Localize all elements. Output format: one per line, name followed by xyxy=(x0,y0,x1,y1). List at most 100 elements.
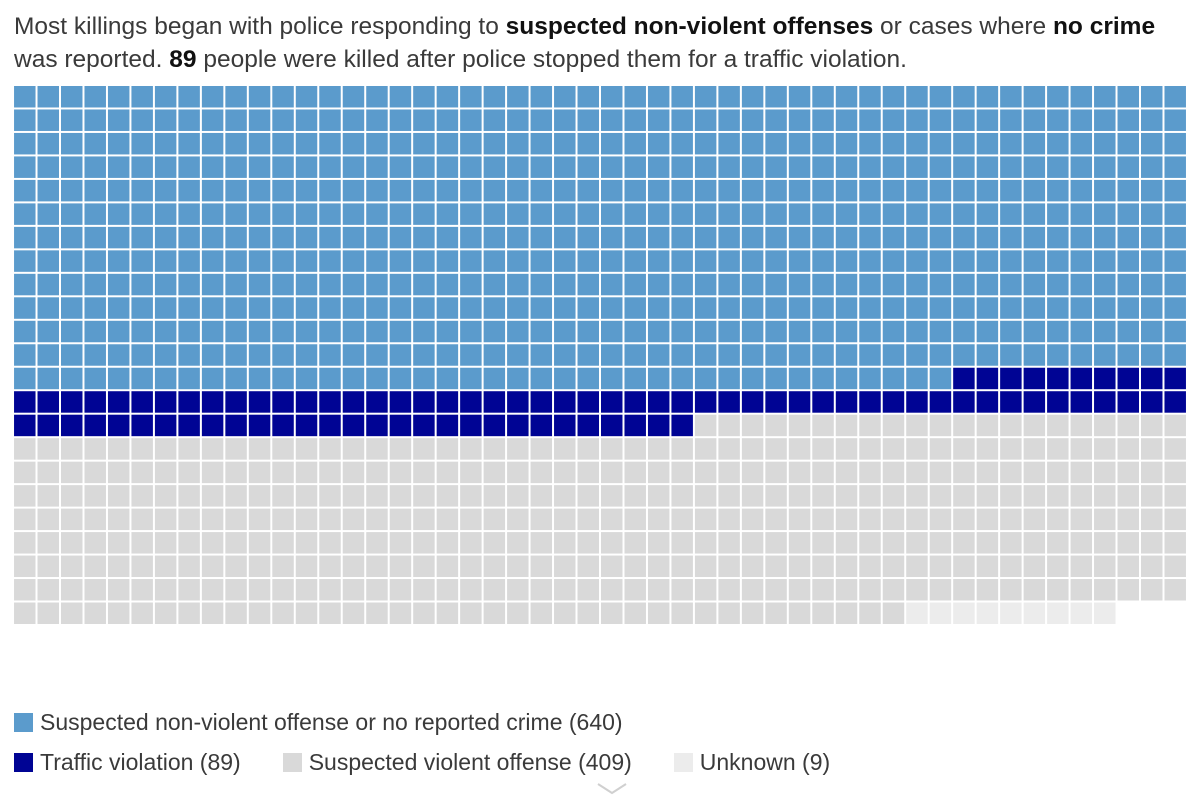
waffle-cell-series-2 xyxy=(929,461,952,484)
waffle-cell-series-0 xyxy=(601,132,623,155)
waffle-cell-series-0 xyxy=(84,132,106,155)
waffle-cell-series-1 xyxy=(671,414,693,437)
waffle-cell-series-0 xyxy=(1023,320,1046,343)
waffle-cell-series-0 xyxy=(882,156,905,178)
waffle-cell-series-2 xyxy=(554,438,576,460)
waffle-cell-series-2 xyxy=(61,555,83,578)
waffle-cell-series-0 xyxy=(953,86,975,108)
waffle-cell-series-2 xyxy=(953,532,975,554)
waffle-cell-series-0 xyxy=(14,226,36,249)
waffle-cell-series-0 xyxy=(1094,156,1116,178)
waffle-cell-series-0 xyxy=(882,344,905,366)
waffle-cell-series-0 xyxy=(413,250,435,272)
waffle-cell-series-0 xyxy=(554,226,576,249)
waffle-cell-series-0 xyxy=(624,203,646,225)
waffle-cell-series-2 xyxy=(718,485,740,507)
waffle-cell-series-0 xyxy=(788,250,811,272)
waffle-cell-series-2 xyxy=(131,555,153,578)
waffle-cell-series-2 xyxy=(554,532,576,554)
waffle-cell-series-0 xyxy=(1117,297,1140,319)
waffle-cell-series-2 xyxy=(366,461,388,484)
waffle-cell-series-0 xyxy=(647,320,670,343)
waffle-cell-series-2 xyxy=(577,438,600,460)
waffle-cell-series-2 xyxy=(601,555,623,578)
waffle-cell-series-0 xyxy=(671,109,693,131)
waffle-cell-series-0 xyxy=(1164,109,1186,131)
waffle-cell-series-0 xyxy=(61,109,83,131)
waffle-cell-series-0 xyxy=(671,250,693,272)
waffle-cell-series-1 xyxy=(483,391,506,413)
waffle-cell-series-0 xyxy=(812,109,834,131)
waffle-cell-series-2 xyxy=(389,602,412,625)
waffle-cell-series-2 xyxy=(1141,532,1163,554)
waffle-cell-series-2 xyxy=(601,461,623,484)
waffle-cell-series-2 xyxy=(61,532,83,554)
waffle-cell-series-0 xyxy=(788,226,811,249)
legend-item-non-violent: Suspected non-violent offense or no repo… xyxy=(14,709,623,736)
waffle-cell-series-0 xyxy=(37,250,60,272)
waffle-cell-series-0 xyxy=(201,367,224,390)
waffle-cell-series-0 xyxy=(1164,132,1186,155)
waffle-cell-series-0 xyxy=(671,226,693,249)
waffle-cell-series-2 xyxy=(272,508,294,531)
waffle-cell-series-0 xyxy=(507,109,529,131)
waffle-cell-series-0 xyxy=(929,226,952,249)
waffle-cell-series-2 xyxy=(953,414,975,437)
waffle-cell-series-2 xyxy=(1023,532,1046,554)
waffle-cell-series-0 xyxy=(225,320,247,343)
waffle-cell-series-2 xyxy=(624,485,646,507)
waffle-cell-series-1 xyxy=(178,391,200,413)
waffle-cell-series-0 xyxy=(389,203,412,225)
waffle-cell-series-0 xyxy=(741,273,764,296)
waffle-cell-series-0 xyxy=(812,86,834,108)
waffle-cell-series-2 xyxy=(835,485,858,507)
waffle-cell-series-0 xyxy=(1164,226,1186,249)
waffle-cell-series-0 xyxy=(554,273,576,296)
waffle-cell-series-0 xyxy=(741,344,764,366)
waffle-cell-series-0 xyxy=(1047,273,1069,296)
waffle-cell-series-2 xyxy=(483,532,506,554)
waffle-cell-series-0 xyxy=(61,203,83,225)
waffle-cell-series-0 xyxy=(882,367,905,390)
waffle-cell-series-2 xyxy=(483,485,506,507)
waffle-cell-series-0 xyxy=(906,250,928,272)
chart-headline: Most killings began with police respondi… xyxy=(14,10,1186,76)
waffle-cell-series-0 xyxy=(436,320,459,343)
waffle-cell-series-2 xyxy=(976,485,999,507)
waffle-cell-series-2 xyxy=(1094,461,1116,484)
waffle-cell-series-2 xyxy=(154,532,177,554)
waffle-cell-series-2 xyxy=(718,461,740,484)
waffle-cell-series-2 xyxy=(647,508,670,531)
waffle-cell-series-1 xyxy=(178,414,200,437)
waffle-cell-series-2 xyxy=(859,532,881,554)
waffle-cell-series-2 xyxy=(366,508,388,531)
waffle-cell-series-0 xyxy=(201,132,224,155)
waffle-cell-series-0 xyxy=(389,132,412,155)
waffle-cell-series-1 xyxy=(319,414,341,437)
waffle-cell-series-0 xyxy=(1023,132,1046,155)
waffle-cell-series-0 xyxy=(436,344,459,366)
waffle-cell-series-2 xyxy=(647,555,670,578)
waffle-cell-series-2 xyxy=(389,485,412,507)
waffle-cell-series-0 xyxy=(84,273,106,296)
waffle-cell-series-0 xyxy=(14,203,36,225)
waffle-cell-series-0 xyxy=(882,132,905,155)
waffle-cell-series-0 xyxy=(272,179,294,202)
waffle-cell-series-1 xyxy=(882,391,905,413)
waffle-cell-series-0 xyxy=(1047,250,1069,272)
waffle-cell-series-2 xyxy=(929,579,952,601)
waffle-cell-series-2 xyxy=(14,461,36,484)
waffle-cell-series-0 xyxy=(976,156,999,178)
waffle-cell-series-3 xyxy=(906,602,928,625)
waffle-cell-series-1 xyxy=(295,391,318,413)
waffle-cell-series-2 xyxy=(460,532,482,554)
waffle-cell-series-0 xyxy=(1094,297,1116,319)
waffle-cell-series-2 xyxy=(788,508,811,531)
waffle-cell-series-0 xyxy=(929,86,952,108)
waffle-cell-series-0 xyxy=(436,109,459,131)
waffle-cell-series-0 xyxy=(976,109,999,131)
waffle-cell-series-0 xyxy=(483,273,506,296)
waffle-cell-series-0 xyxy=(84,156,106,178)
legend-swatch-traffic xyxy=(14,752,33,772)
waffle-cell-series-2 xyxy=(906,461,928,484)
